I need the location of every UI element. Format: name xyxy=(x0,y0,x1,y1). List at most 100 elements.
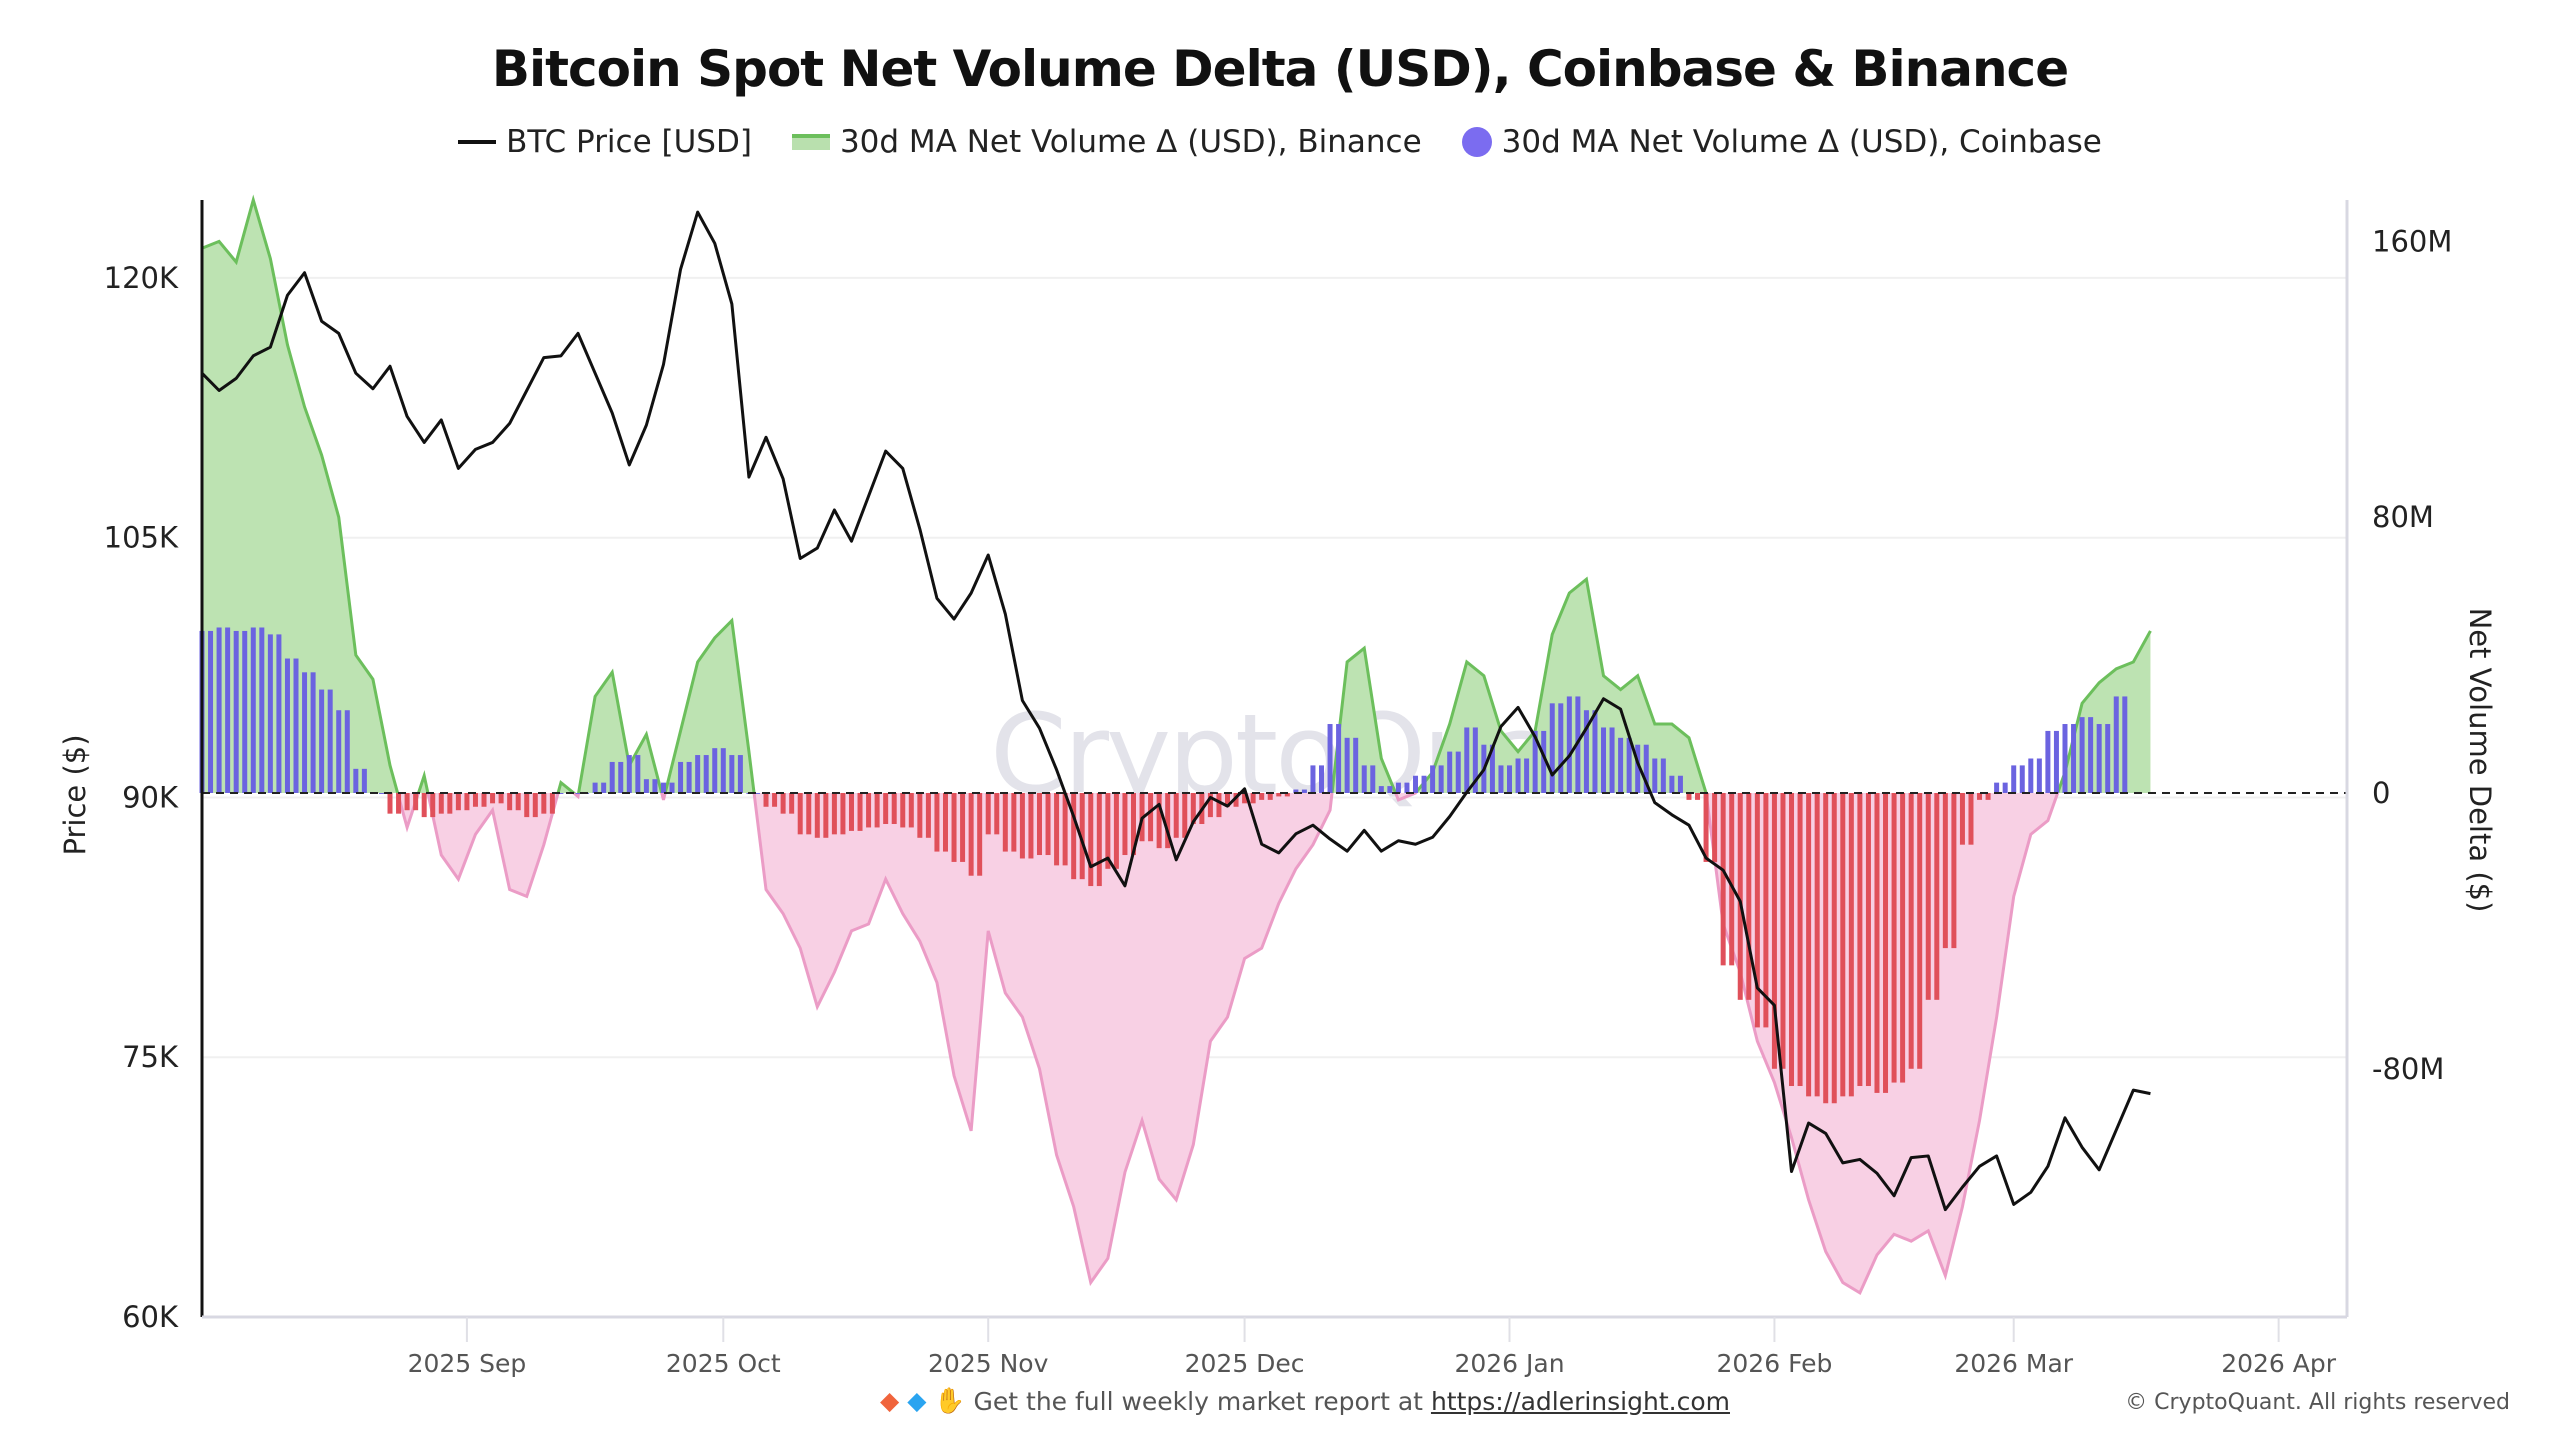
coinbase-bar xyxy=(1977,792,1983,800)
coinbase-bar xyxy=(1660,758,1666,793)
coinbase-bar xyxy=(1430,765,1436,793)
coinbase-bar xyxy=(1618,737,1624,793)
coinbase-bar xyxy=(319,689,325,793)
footer: ◆ ◆ ✋ Get the full weekly market report … xyxy=(880,1386,1730,1416)
coinbase-bar xyxy=(2053,730,2059,793)
coinbase-bar xyxy=(1583,710,1589,793)
coinbase-bar xyxy=(1447,751,1453,793)
coinbase-bar xyxy=(772,792,778,807)
coinbase-bar xyxy=(1284,792,1290,797)
axes xyxy=(200,200,2349,1319)
coinbase-bar xyxy=(2113,696,2119,793)
coinbase-bar xyxy=(1797,792,1803,1087)
coinbase-bar xyxy=(643,779,649,793)
right-tick-label: 160M xyxy=(2372,224,2452,258)
coinbase-bar xyxy=(575,792,581,794)
coinbase-bar xyxy=(1857,792,1863,1087)
legend-label: 30d MA Net Volume Δ (USD), Coinbase xyxy=(1501,124,2102,160)
coinbase-bar xyxy=(1002,792,1008,852)
coinbase-bar xyxy=(1968,792,1974,845)
right-axis-title: Net Volume Delta ($) xyxy=(2463,608,2497,913)
coinbase-bar xyxy=(618,761,624,793)
coinbase-bar xyxy=(1566,696,1572,793)
legend-item-btc-price[interactable]: BTC Price [USD] xyxy=(458,124,752,160)
coinbase-bar xyxy=(1763,792,1769,1028)
footer-link[interactable]: https://adlerinsight.com xyxy=(1430,1386,1730,1416)
x-tick-label: 2025 Nov xyxy=(928,1349,1049,1378)
left-tick-label: 105K xyxy=(104,521,179,555)
coinbase-bar xyxy=(1771,792,1777,1069)
coinbase-bar xyxy=(216,627,222,793)
coinbase-bar xyxy=(695,755,701,793)
legend-label: 30d MA Net Volume Δ (USD), Binance xyxy=(839,124,1422,160)
coinbase-bar xyxy=(455,792,461,811)
legend-item-binance[interactable]: 30d MA Net Volume Δ (USD), Binance xyxy=(791,124,1422,160)
coinbase-bar xyxy=(1267,792,1273,800)
coinbase-bar xyxy=(1344,737,1350,793)
coinbase-bar xyxy=(1900,792,1906,1083)
coinbase-bar xyxy=(1190,792,1196,825)
coinbase-bar xyxy=(1028,792,1034,859)
coinbase-bar xyxy=(1780,792,1786,1069)
coinbase-bar xyxy=(1609,727,1615,793)
coinbase-bar xyxy=(438,792,444,814)
coinbase-bar xyxy=(1917,792,1923,1069)
coinbase-bar xyxy=(1224,792,1230,807)
coinbase-bar xyxy=(814,792,820,838)
coinbase-bar xyxy=(1814,792,1820,1097)
coinbase-bar xyxy=(242,630,248,793)
coinbase-bar xyxy=(293,658,299,793)
coinbase-bar xyxy=(848,792,854,831)
coinbase-bar xyxy=(1985,792,1991,800)
coinbase-bar xyxy=(524,792,530,818)
coinbase-bar xyxy=(1122,792,1128,856)
coinbase-bar xyxy=(1233,792,1239,807)
coinbase-bar xyxy=(1088,792,1094,887)
coinbase-bar xyxy=(891,792,897,825)
x-tick-label: 2025 Oct xyxy=(666,1349,781,1378)
coinbase-bar xyxy=(1823,792,1829,1104)
coinbase-bar xyxy=(498,792,504,804)
coinbase-bar xyxy=(1925,792,1931,1000)
coinbase-bar xyxy=(942,792,948,852)
coinbase-bar xyxy=(1387,786,1393,793)
x-tick-label: 2026 Jan xyxy=(1454,1349,1564,1378)
coinbase-bar xyxy=(387,792,393,814)
coinbase-bar xyxy=(1592,710,1598,793)
coinbase-bar xyxy=(866,792,872,828)
coinbase-bar xyxy=(857,792,863,831)
coinbase-bar xyxy=(1951,792,1957,949)
coinbase-bar xyxy=(353,768,359,793)
coinbase-bar xyxy=(541,792,547,814)
legend-dot-swatch xyxy=(1461,127,1492,157)
coinbase-bar xyxy=(2062,724,2068,793)
coinbase-bar xyxy=(1011,792,1017,852)
coinbase-bar xyxy=(968,792,974,876)
coinbase-bar xyxy=(2079,717,2085,793)
coinbase-bar xyxy=(1301,789,1307,793)
left-tick-label: 90K xyxy=(122,780,179,814)
coinbase-bar xyxy=(481,792,487,807)
coinbase-bar xyxy=(1472,727,1478,793)
x-axis-ticks: 2025 Sep 2025 Oct 2025 Nov 2025 Dec 2026 Jan… xyxy=(408,1317,2337,1378)
coinbase-bar xyxy=(1310,765,1316,793)
legend-item-coinbase[interactable]: 30d MA Net Volume Δ (USD), Coinbase xyxy=(1461,124,2102,160)
coinbase-bar xyxy=(1891,792,1897,1083)
coinbase-bar xyxy=(1720,792,1726,966)
coinbase-bar xyxy=(1643,744,1649,793)
coinbase-bar xyxy=(1182,792,1188,838)
copyright: © CryptoQuant. All rights reserved xyxy=(2125,1390,2510,1415)
coinbase-bar xyxy=(1635,744,1641,793)
coinbase-bar xyxy=(267,634,273,793)
legend-line-swatch xyxy=(458,140,497,144)
coinbase-bar xyxy=(2036,758,2042,793)
coinbase-bar xyxy=(1865,792,1871,1087)
x-tick-label: 2026 Feb xyxy=(1717,1349,1833,1378)
coinbase-bar xyxy=(413,792,419,811)
coinbase-bar xyxy=(1703,792,1709,862)
coinbase-bar xyxy=(977,792,983,876)
coinbase-bar xyxy=(1045,792,1051,856)
coinbase-bar-series xyxy=(199,627,2128,1104)
left-tick-label: 60K xyxy=(122,1300,179,1334)
